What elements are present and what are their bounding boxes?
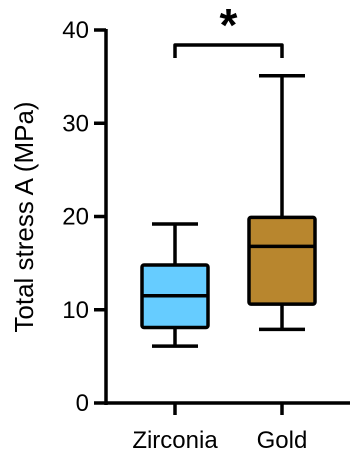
plot-area: 0 10 20 30 40 Zirconia Gold * <box>62 0 350 454</box>
y-tick-label: 40 <box>62 17 89 44</box>
significance-asterisk: * <box>220 0 238 51</box>
y-tick-label: 30 <box>62 110 89 137</box>
y-tick-label: 0 <box>76 390 89 417</box>
y-tick-label: 10 <box>62 297 89 324</box>
x-category-label: Gold <box>257 427 308 454</box>
box-gold <box>247 215 317 306</box>
y-axis-title: Total stress A (MPa) <box>9 101 39 332</box>
y-tick-label: 20 <box>62 204 89 231</box>
significance-bracket <box>173 43 284 58</box>
x-category-label: Zirconia <box>132 427 218 454</box>
